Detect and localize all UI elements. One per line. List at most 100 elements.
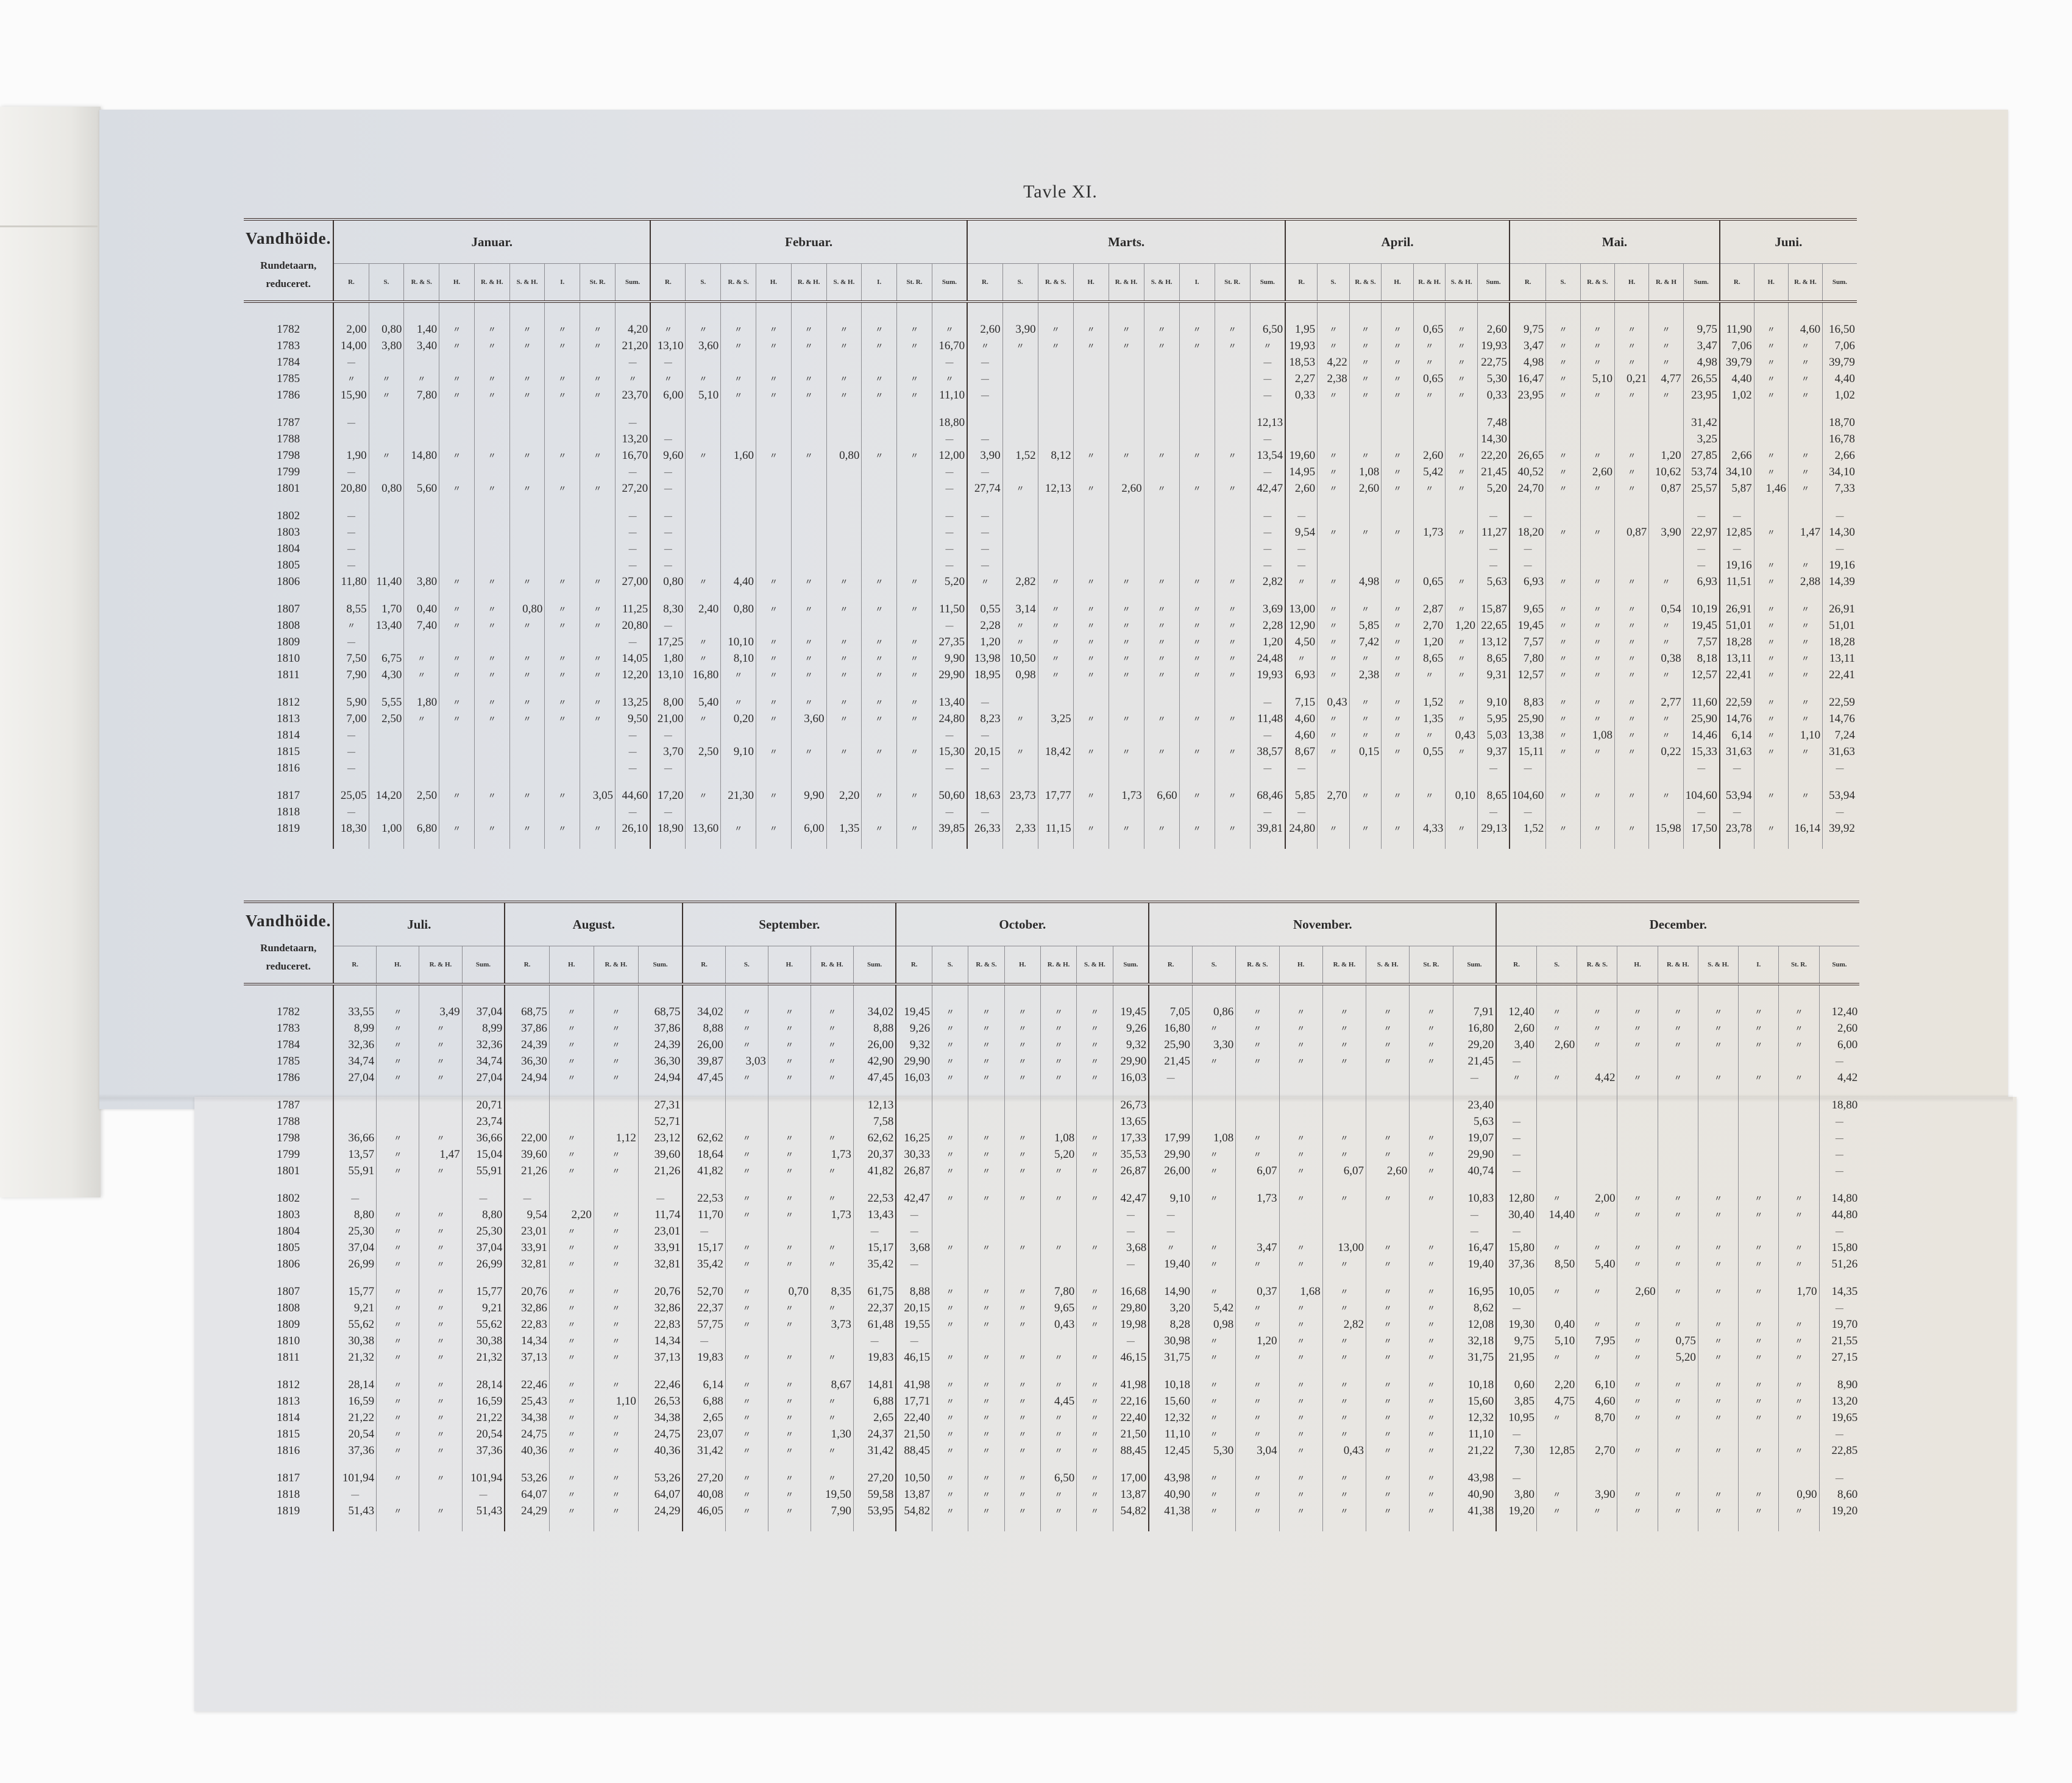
table-cell: 〃 <box>1108 321 1144 338</box>
table-cell: 〃 <box>580 820 616 837</box>
table-cell: 12,85 <box>1719 524 1754 541</box>
table-cell: — <box>333 760 369 776</box>
table-cell: 2,50 <box>403 776 439 804</box>
table-cell: 〃 <box>967 338 1003 354</box>
table-cell <box>1179 387 1215 403</box>
table-cell <box>1179 557 1215 573</box>
spacer-cell <box>244 984 333 1004</box>
table-cell: 14,76 <box>1719 711 1754 727</box>
table-cell: 〃 <box>474 820 510 837</box>
table-cell: 〃 <box>1445 480 1478 497</box>
table-cell: 〃 <box>593 1053 639 1069</box>
table-cell <box>580 760 616 776</box>
table-cell: 16,70 <box>931 338 968 354</box>
table-cell: 55,62 <box>333 1316 377 1333</box>
table-cell: 24,94 <box>504 1069 550 1086</box>
table-cell <box>861 727 897 743</box>
table-cell: 〃 <box>548 1256 594 1272</box>
table-cell: 4,40 <box>720 573 756 590</box>
table-cell <box>1445 760 1478 776</box>
table-cell: 〃 <box>1787 667 1823 683</box>
table-cell: 〃 <box>1577 1349 1617 1366</box>
table-cell: 〃 <box>419 1037 463 1053</box>
column-header: St. R. <box>1214 263 1251 303</box>
table-cell: 〃 <box>1073 667 1109 683</box>
table-cell: 〃 <box>1366 1239 1410 1256</box>
column-header: R. <box>333 946 377 985</box>
table-cell <box>1002 497 1038 524</box>
table-cell: 33,55 <box>333 1004 377 1020</box>
table-cell: 〃 <box>376 1037 419 1053</box>
table-cell: 1,35 <box>826 820 862 837</box>
table-cell <box>1002 387 1038 403</box>
table-row: 1783 14,00 3,80 3,40 〃〃〃〃〃 21,20 13,10 3,60 〃〃〃〃… <box>244 338 1857 354</box>
table-cell: 〃 <box>1409 1486 1453 1503</box>
table-cell: 〃 <box>1322 1486 1366 1503</box>
table-cell <box>1214 557 1251 573</box>
table-cell: 1,00 <box>368 820 404 837</box>
table-cell: 〃 <box>474 338 510 354</box>
table-cell: 〃 <box>685 650 721 667</box>
table-cell: 〃 <box>1349 590 1382 617</box>
table-cell: 〃 <box>896 573 932 590</box>
table-cell: 〃 <box>1322 1366 1366 1393</box>
table-cell: 19,40 <box>1148 1256 1193 1272</box>
table-cell: 〃 <box>790 683 827 711</box>
table-cell <box>896 431 932 447</box>
table-cell: 〃 <box>1279 1349 1323 1366</box>
spacer-cell <box>244 1519 333 1531</box>
year-label: 1814 <box>277 728 300 742</box>
column-header: Sum. <box>1818 946 1860 985</box>
table-cell: 〃 <box>544 667 580 683</box>
table-cell: 27,35 <box>931 634 968 650</box>
table-cell <box>580 743 616 760</box>
table-cell: — <box>1249 497 1286 524</box>
table-cell <box>1738 1053 1779 1069</box>
table-cell: 13,43 <box>853 1207 896 1223</box>
flap-edge <box>0 225 98 227</box>
table-cell: 1,46 <box>1753 480 1789 497</box>
table-cell: 〃 <box>1753 447 1789 464</box>
table-cell <box>1108 431 1144 447</box>
table-cell: 〃 <box>1317 524 1350 541</box>
table-cell <box>1002 354 1038 370</box>
table-cell: 〃 <box>1381 776 1414 804</box>
table-row: 1786 15,90 〃 7,80 〃〃〃〃〃 23,70 6,00 5,10 〃〃〃〃〃〃 11… <box>244 387 1857 403</box>
table-cell: 0,98 <box>1002 667 1038 683</box>
table-cell <box>1037 804 1074 820</box>
table-cell <box>1214 524 1251 541</box>
table-cell: 〃 <box>1580 634 1615 650</box>
table-cell: 〃 <box>1192 1393 1236 1409</box>
table-cell <box>1108 557 1144 573</box>
table-cell: 〃 <box>1366 1053 1410 1069</box>
spacer-cell <box>548 1519 594 1531</box>
spacer-cell <box>1037 837 1074 849</box>
table-cell: — <box>895 1333 932 1349</box>
table-cell: 〃 <box>1657 1272 1698 1300</box>
table-cell <box>580 727 616 743</box>
spacer-cell <box>1452 1519 1497 1531</box>
table-cell <box>580 431 616 447</box>
table-cell: 8,88 <box>853 1020 896 1037</box>
table-cell: — <box>461 1486 505 1503</box>
table-cell: 19,93 <box>1249 667 1286 683</box>
table-cell: 〃 <box>1381 338 1414 354</box>
year-label: 1810 <box>277 651 300 665</box>
table-cell: 〃 <box>368 447 404 464</box>
table-cell: 〃 <box>593 1146 639 1163</box>
table-cell: 15,04 <box>461 1146 505 1163</box>
column-header: H. <box>439 263 475 303</box>
table-cell: 〃 <box>1413 338 1446 354</box>
table-cell: 〃 <box>509 683 545 711</box>
table-cell: 〃 <box>826 667 862 683</box>
table-cell <box>368 743 404 760</box>
month-name-mai: Mai. <box>1509 219 1720 264</box>
table-cell <box>474 557 510 573</box>
table-cell <box>1073 541 1109 557</box>
table-cell <box>403 727 439 743</box>
table-cell: 〃 <box>1495 1069 1537 1086</box>
table-cell: 2,60 <box>1536 1037 1577 1053</box>
table-cell <box>1536 1130 1577 1146</box>
stub-subheading: Rundetaarn, reduceret. <box>260 260 317 289</box>
table-cell <box>1787 541 1823 557</box>
